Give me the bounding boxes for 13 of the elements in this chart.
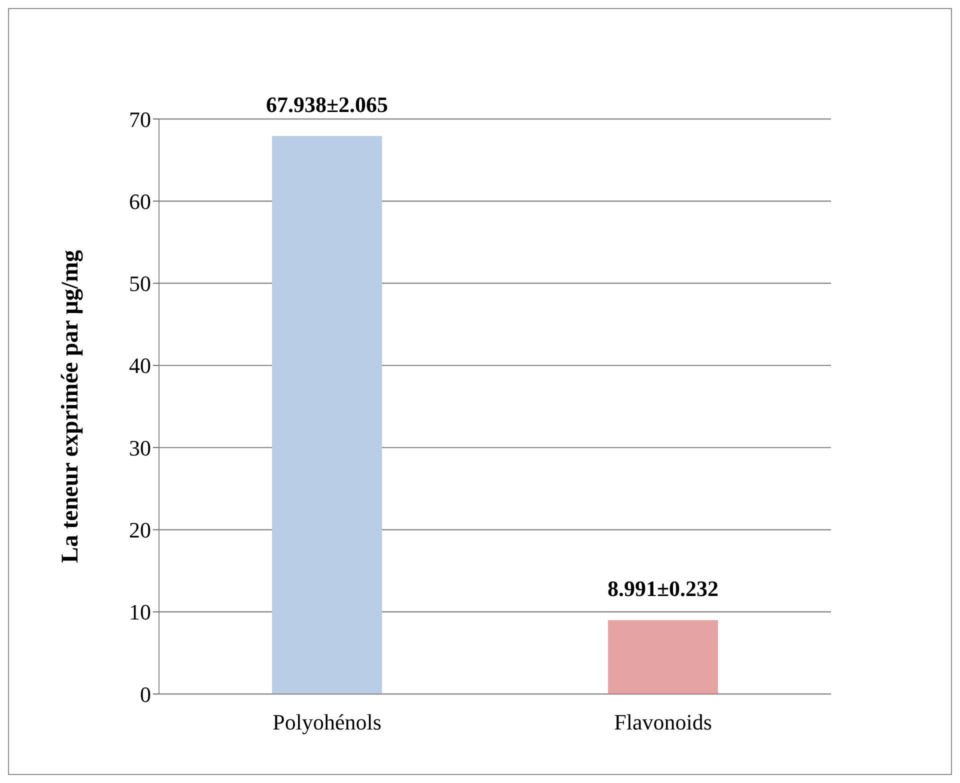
y-tick-label: 0 [140,682,151,707]
y-tick-label: 70 [129,106,151,132]
x-tick-label: Polyohénols [272,710,382,735]
x-tick-label: Flavonoids [614,710,712,735]
y-tick-label: 40 [129,353,151,378]
data-label: 8.991±0.232 [607,576,719,602]
y-tick-label: 10 [129,600,151,625]
y-tick-label: 60 [129,188,151,214]
data-label: 67.938±2.065 [266,92,388,117]
y-tick-label: 30 [129,435,151,460]
y-tick-label: 50 [129,271,151,296]
y-tick-label: 20 [129,518,151,543]
y-axis-title: La teneur exprimée par µg/mg [58,250,84,563]
